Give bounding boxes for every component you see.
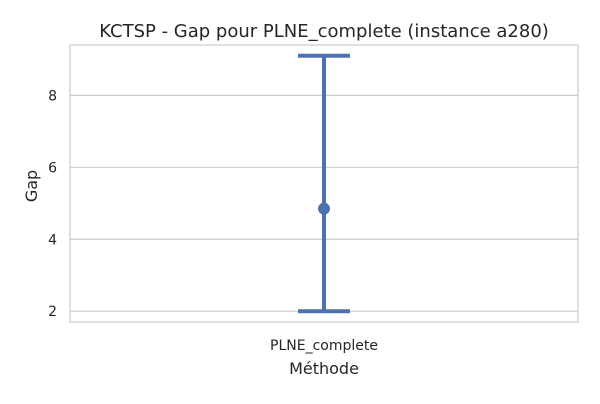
mean-point [318,202,330,215]
y-tick-label: 2 [48,304,57,320]
x-tick-label: PLNE_complete [270,338,378,354]
marks-layer [298,53,350,314]
y-axis-label: Gap [22,170,41,202]
y-tick-label: 6 [48,160,57,176]
plot-frame [69,44,579,323]
y-tick-label: 8 [48,88,57,104]
x-tick-labels: PLNE_complete [270,338,378,354]
x-axis-label: Méthode [289,359,359,378]
y-tick-labels: 2 4 6 8 [48,88,57,320]
y-tick-label: 4 [48,232,57,248]
chart-title: KCTSP - Gap pour PLNE_complete (instance… [99,21,549,42]
